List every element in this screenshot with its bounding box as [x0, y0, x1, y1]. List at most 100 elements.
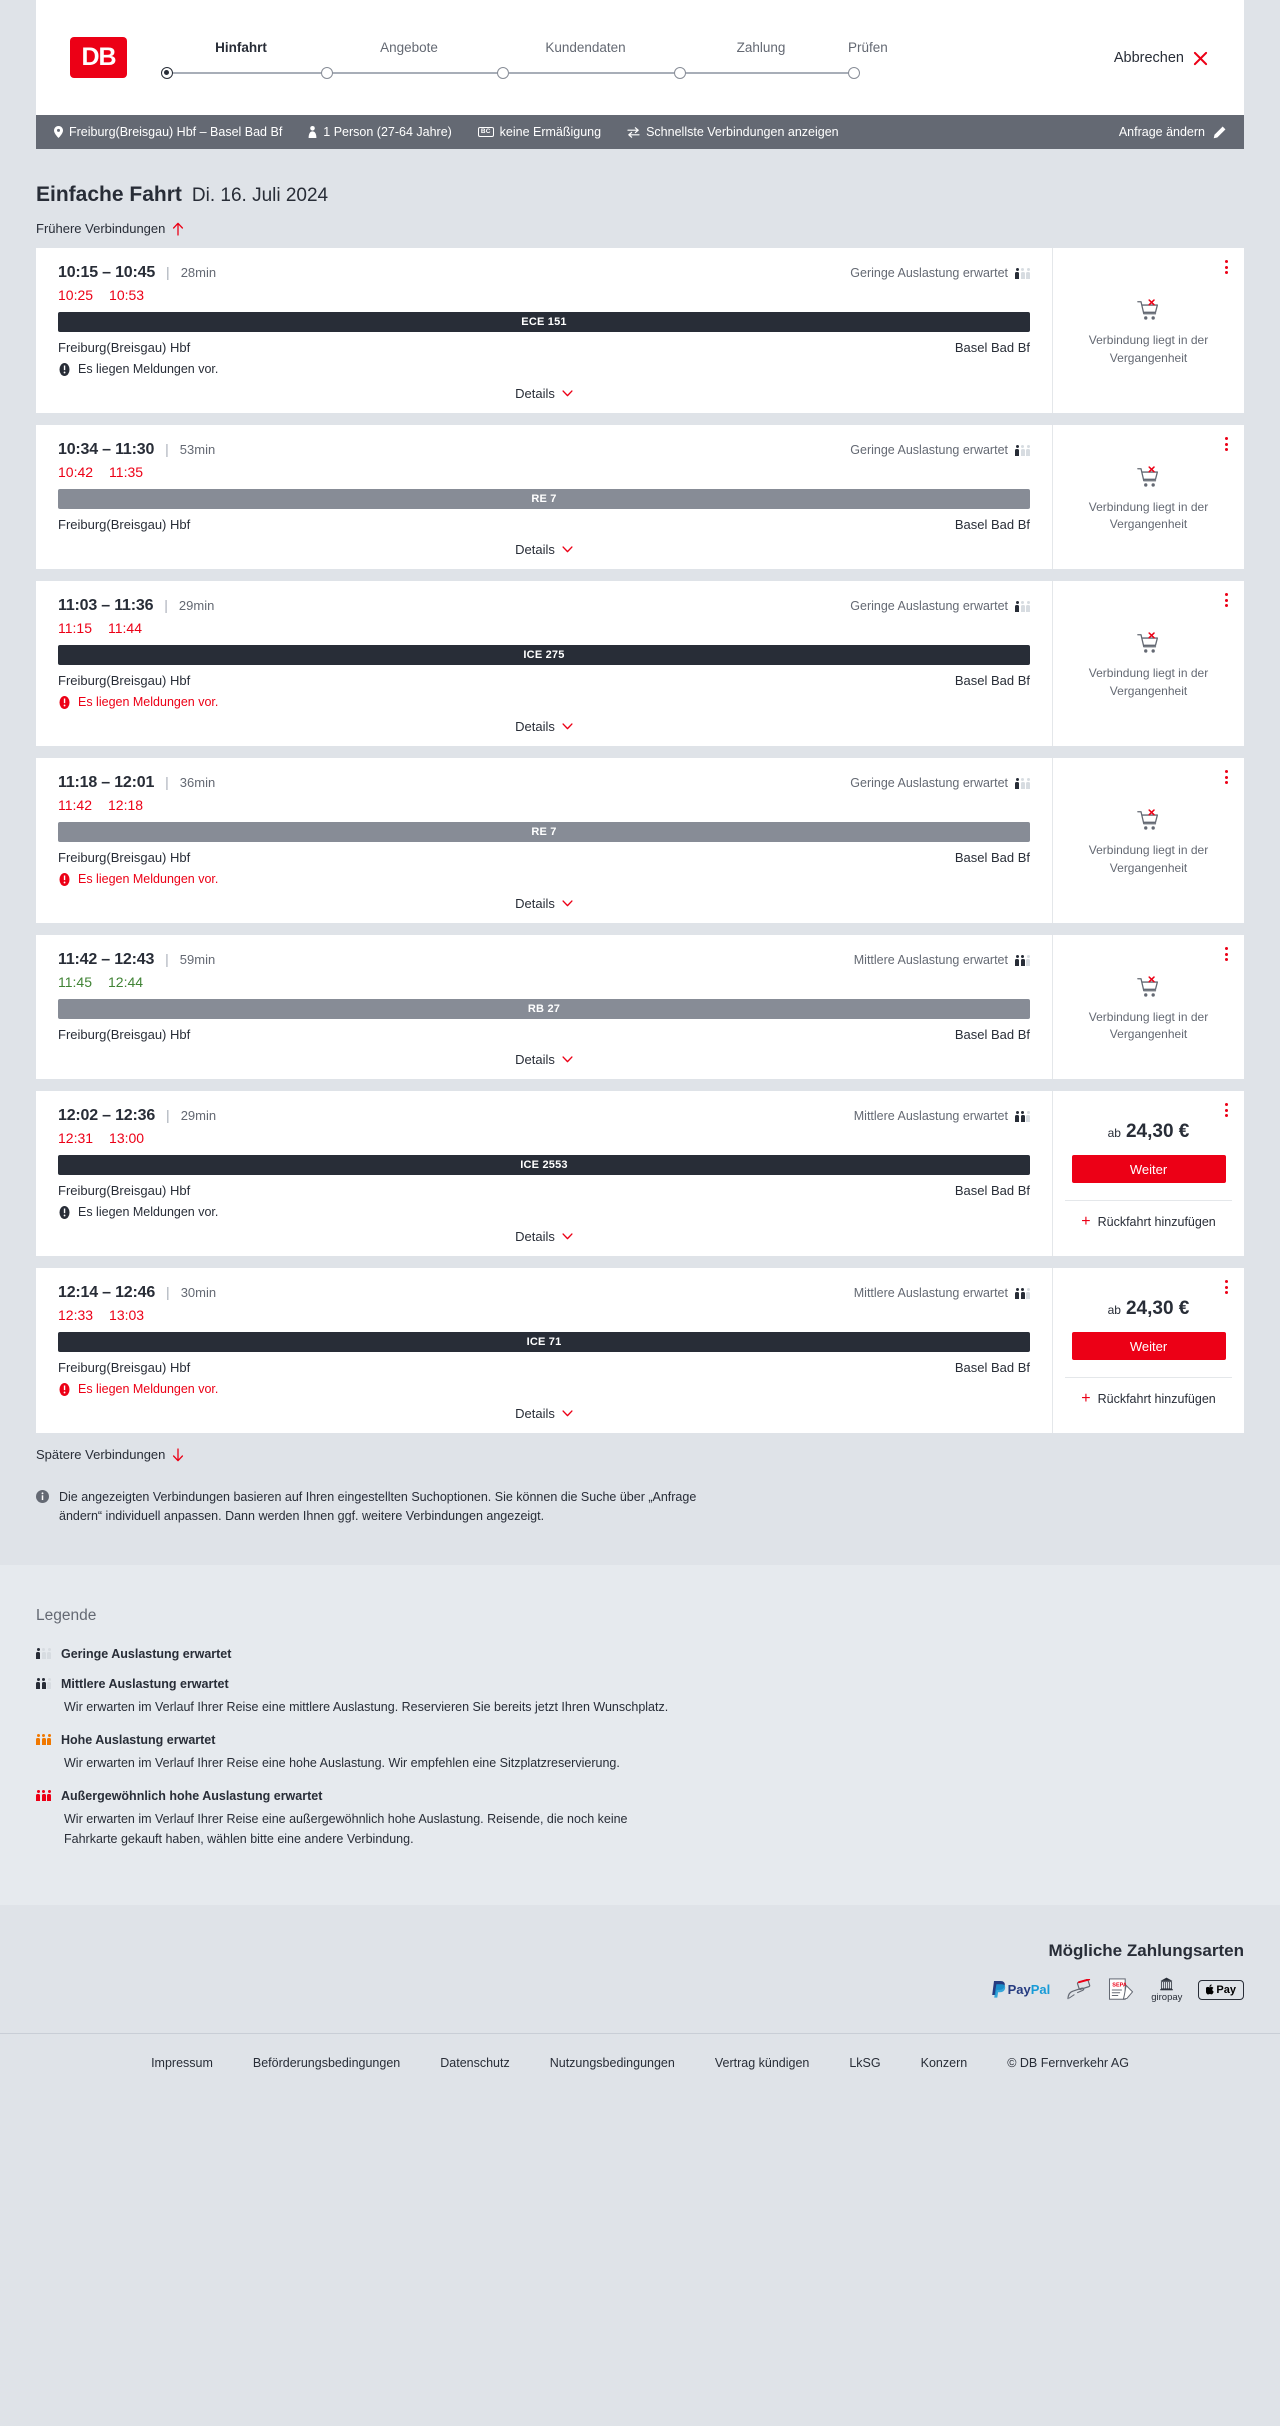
trip-duration: 53min	[179, 442, 216, 457]
details-toggle[interactable]: Details	[58, 532, 1030, 557]
kebab-dot	[1225, 1114, 1228, 1117]
connection-message-text: Es liegen Meldungen vor.	[78, 695, 219, 709]
trip-duration: 28min	[180, 265, 217, 280]
kebab-dot	[1225, 1291, 1228, 1294]
footer-link[interactable]: Beförderungsbedingungen	[252, 2055, 401, 2070]
step-pruefen[interactable]: Prüfen	[848, 40, 888, 81]
kebab-dot	[1225, 1285, 1228, 1289]
footer-link[interactable]: Nutzungsbedingungen	[549, 2055, 675, 2070]
details-toggle[interactable]: Details	[58, 886, 1030, 911]
add-return-trip-link[interactable]: + Rückfahrt hinzufügen	[1081, 1214, 1215, 1230]
paypal-glyph-icon	[991, 1981, 1005, 1998]
cancel-button[interactable]: Abbrechen	[1114, 50, 1208, 66]
search-passengers[interactable]: 1 Person (27-64 Jahre)	[308, 125, 452, 139]
actual-times: 11:45 12:44	[58, 974, 1030, 990]
kebab-dot	[1225, 604, 1228, 607]
connection-details: 12:14 – 12:46 | 30min Mittlere Auslastung e…	[36, 1268, 1052, 1433]
continue-button[interactable]: Weiter	[1071, 1155, 1226, 1183]
footer-link[interactable]: Datenschutz	[440, 2055, 510, 2070]
occupancy-icon	[1015, 600, 1030, 612]
step-hinfahrt[interactable]: Hinfahrt	[161, 40, 321, 81]
step-angebote[interactable]: Angebote	[321, 40, 497, 81]
details-label: Details	[515, 1406, 555, 1421]
connection-card[interactable]: 10:34 – 11:30 | 53min Geringe Auslastung er…	[36, 425, 1244, 569]
train-line-bar[interactable]: RB 27	[58, 999, 1030, 1019]
earlier-connections-link[interactable]: Frühere Verbindungen	[36, 221, 184, 236]
kebab-dot	[1225, 1103, 1228, 1106]
occupancy-label: Geringe Auslastung erwartet	[850, 599, 1008, 613]
train-line-bar[interactable]: ECE 151	[58, 312, 1030, 332]
more-options-button[interactable]	[1225, 260, 1228, 274]
connection-card[interactable]: 11:42 – 12:43 | 59min Mittlere Auslastung e…	[36, 935, 1244, 1079]
details-toggle[interactable]: Details	[58, 1042, 1030, 1067]
edit-search-button[interactable]: Anfrage ändern	[1119, 125, 1226, 139]
legend-title: Legende	[36, 1606, 97, 1624]
train-line-bar[interactable]: ICE 2553	[58, 1155, 1030, 1175]
occupancy-icon	[1015, 777, 1030, 789]
more-options-button[interactable]	[1225, 947, 1228, 961]
occupancy-bar	[36, 1734, 40, 1746]
paypal-label: PayPal	[1008, 1982, 1051, 1997]
connection-card[interactable]: 12:14 – 12:46 | 30min Mittlere Auslastung e…	[36, 1268, 1244, 1433]
search-route[interactable]: Freiburg(Breisgau) Hbf – Basel Bad Bf	[54, 125, 282, 139]
details-toggle[interactable]: Details	[58, 1396, 1030, 1421]
details-toggle[interactable]: Details	[58, 709, 1030, 734]
legend-item-description: Wir erwarten im Verlauf Ihrer Reise eine…	[64, 1755, 620, 1770]
connection-card[interactable]: 11:03 – 11:36 | 29min Geringe Auslastung er…	[36, 581, 1244, 746]
occupancy-bar	[1015, 1110, 1019, 1122]
connection-message[interactable]: Es liegen Meldungen vor.	[58, 1205, 1030, 1219]
train-line-bar[interactable]: ICE 275	[58, 645, 1030, 665]
details-toggle[interactable]: Details	[58, 1219, 1030, 1244]
search-discount[interactable]: BC keine Ermäßigung	[477, 125, 601, 139]
footer-link[interactable]: Vertrag kündigen	[714, 2055, 810, 2070]
train-line-bar[interactable]: ICE 71	[58, 1332, 1030, 1352]
kebab-dot	[1225, 260, 1228, 263]
occupancy-bar	[36, 1648, 40, 1660]
cart-unavailable-icon	[1136, 975, 1158, 997]
scheduled-times: 10:34 – 11:30 | 53min	[58, 441, 215, 459]
occupancy-bar	[1020, 1287, 1025, 1299]
db-logo[interactable]: DB	[70, 37, 127, 78]
add-return-trip-link[interactable]: + Rückfahrt hinzufügen	[1081, 1391, 1215, 1407]
actual-times: 10:42 11:35	[58, 464, 1030, 480]
train-line-bar[interactable]: RE 7	[58, 822, 1030, 842]
paypal-pay-text: Pay	[1007, 1982, 1031, 1998]
hand-card-icon	[1067, 1978, 1091, 1999]
connection-card[interactable]: 10:15 – 10:45 | 28min Geringe Auslastung er…	[36, 248, 1244, 413]
chevron-down-icon	[562, 900, 573, 907]
connection-card[interactable]: 11:18 – 12:01 | 36min Geringe Auslastung er…	[36, 758, 1244, 923]
connection-message[interactable]: Es liegen Meldungen vor.	[58, 362, 1030, 376]
connection-message[interactable]: Es liegen Meldungen vor.	[58, 695, 1030, 709]
connection-message[interactable]: Es liegen Meldungen vor.	[58, 872, 1030, 886]
step-zahlung[interactable]: Zahlung	[674, 40, 848, 81]
more-options-button[interactable]	[1225, 437, 1228, 451]
connection-times-row: 11:03 – 11:36 | 29min Geringe Auslastung er…	[58, 597, 1030, 615]
price-prefix: ab	[1107, 1126, 1121, 1140]
connection-message[interactable]: Es liegen Meldungen vor.	[58, 1382, 1030, 1396]
location-pin-icon	[54, 126, 63, 138]
footer-link[interactable]: LkSG	[849, 2055, 881, 2070]
later-connections-link[interactable]: Spätere Verbindungen	[36, 1447, 184, 1462]
more-options-button[interactable]	[1225, 1280, 1228, 1294]
actual-times: 12:31 13:00	[58, 1130, 1030, 1146]
search-sort[interactable]: Schnellste Verbindungen anzeigen	[627, 125, 839, 139]
origin-station: Freiburg(Breisgau) Hbf	[58, 340, 191, 355]
details-toggle[interactable]: Details	[58, 376, 1030, 401]
step-label-kundendaten: Kundendaten	[545, 40, 626, 55]
footer-link[interactable]: Impressum	[151, 2055, 213, 2070]
payment-methods-title: Mögliche Zahlungsarten	[1048, 1940, 1244, 1960]
actual-departure: 12:31	[58, 1130, 94, 1146]
train-line-bar[interactable]: RE 7	[58, 489, 1030, 509]
continue-button[interactable]: Weiter	[1071, 1332, 1226, 1360]
actual-arrival: 10:53	[109, 287, 145, 303]
connection-card[interactable]: 12:02 – 12:36 | 29min Mittlere Auslastung e…	[36, 1091, 1244, 1256]
more-options-button[interactable]	[1225, 593, 1228, 607]
more-options-button[interactable]	[1225, 770, 1228, 784]
footer-link[interactable]: Konzern	[920, 2055, 968, 2070]
actual-departure: 11:45	[58, 974, 92, 990]
add-return-trip-label: Rückfahrt hinzufügen	[1097, 1215, 1216, 1229]
kebab-dot	[1225, 448, 1228, 451]
sepa-icon: SEPA	[1108, 1977, 1135, 2003]
more-options-button[interactable]	[1225, 1103, 1228, 1117]
step-kundendaten[interactable]: Kundendaten	[497, 40, 674, 81]
